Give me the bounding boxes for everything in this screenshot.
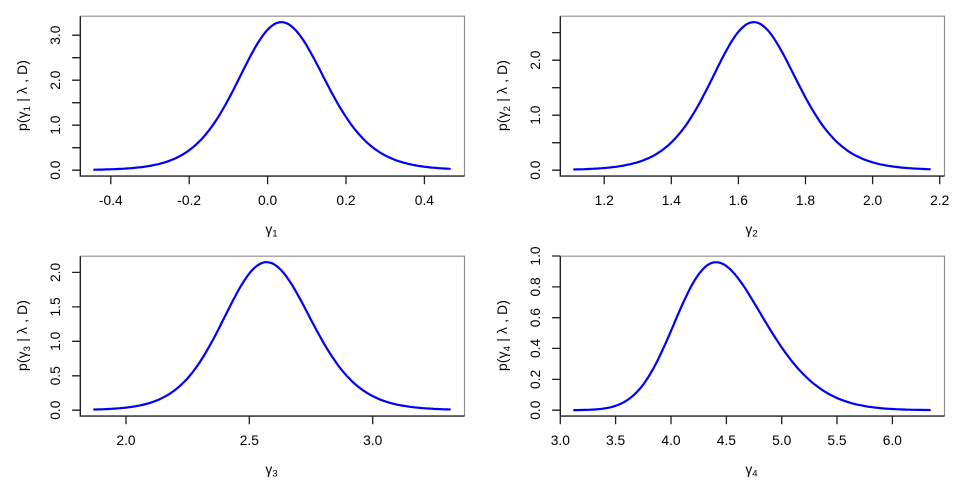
svg-text:0.2: 0.2 — [528, 370, 543, 389]
svg-text:1.8: 1.8 — [796, 193, 816, 208]
svg-text:1.0: 1.0 — [528, 105, 543, 125]
svg-text:γ3: γ3 — [265, 462, 277, 480]
svg-text:0.8: 0.8 — [528, 277, 543, 297]
svg-text:3.0: 3.0 — [551, 433, 571, 448]
svg-text:2.2: 2.2 — [930, 193, 949, 208]
svg-text:p(γ3 | λ , D): p(γ3 | λ , D) — [15, 300, 33, 371]
svg-text:1.0: 1.0 — [48, 331, 63, 351]
svg-text:2.5: 2.5 — [240, 433, 260, 448]
svg-text:1.4: 1.4 — [662, 193, 682, 208]
svg-text:3.0: 3.0 — [363, 433, 383, 448]
svg-text:γ4: γ4 — [745, 462, 758, 480]
svg-text:5.0: 5.0 — [772, 433, 792, 448]
svg-text:0.0: 0.0 — [528, 400, 543, 420]
svg-text:0.0: 0.0 — [528, 160, 543, 180]
svg-text:1.0: 1.0 — [528, 246, 543, 266]
svg-text:0.0: 0.0 — [48, 400, 63, 420]
svg-text:0.4: 0.4 — [415, 193, 435, 208]
svg-text:1.0: 1.0 — [48, 115, 63, 135]
svg-text:2.0: 2.0 — [116, 433, 136, 448]
svg-text:0.0: 0.0 — [48, 160, 63, 180]
svg-text:γ1: γ1 — [265, 222, 277, 240]
svg-text:4.5: 4.5 — [717, 433, 737, 448]
svg-text:0.0: 0.0 — [258, 193, 278, 208]
svg-text:2.0: 2.0 — [48, 70, 63, 90]
svg-text:p(γ4 | λ , D): p(γ4 | λ , D) — [495, 300, 513, 371]
svg-text:0.4: 0.4 — [528, 338, 543, 358]
svg-text:-0.2: -0.2 — [177, 193, 201, 208]
svg-text:5.5: 5.5 — [827, 433, 847, 448]
svg-text:4.0: 4.0 — [661, 433, 681, 448]
svg-text:1.2: 1.2 — [595, 193, 614, 208]
svg-text:0.6: 0.6 — [528, 308, 543, 328]
svg-text:0.2: 0.2 — [336, 193, 355, 208]
svg-text:p(γ2 | λ , D): p(γ2 | λ , D) — [495, 60, 513, 131]
svg-text:p(γ1 | λ , D): p(γ1 | λ , D) — [15, 60, 33, 131]
svg-text:γ2: γ2 — [745, 222, 757, 240]
svg-text:2.0: 2.0 — [528, 50, 543, 70]
svg-text:3.5: 3.5 — [606, 433, 626, 448]
svg-text:2.0: 2.0 — [48, 262, 63, 282]
svg-text:6.0: 6.0 — [883, 433, 903, 448]
svg-text:1.6: 1.6 — [729, 193, 749, 208]
svg-text:3.0: 3.0 — [48, 25, 63, 45]
svg-text:1.5: 1.5 — [48, 297, 63, 317]
svg-text:2.0: 2.0 — [863, 193, 883, 208]
svg-text:0.5: 0.5 — [48, 366, 63, 386]
svg-text:-0.4: -0.4 — [99, 193, 123, 208]
